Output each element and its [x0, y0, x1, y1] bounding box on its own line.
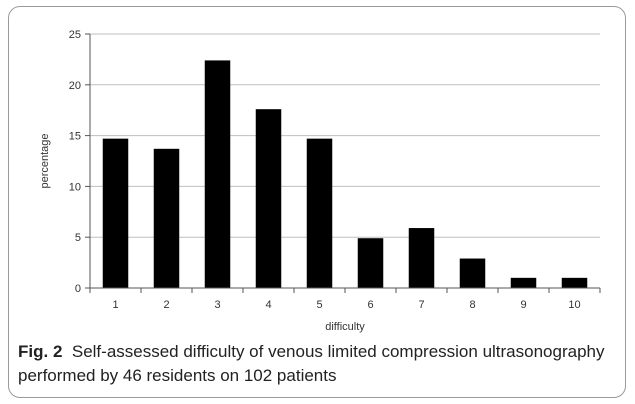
- x-tick-label: 9: [520, 299, 526, 311]
- y-tick-label: 0: [75, 283, 81, 295]
- x-tick-label: 10: [568, 299, 580, 311]
- y-tick-label: 5: [75, 232, 81, 244]
- x-tick-labels: 1 2 3 4 5 6 7 8 9 10: [89, 288, 601, 311]
- x-tick-label: 3: [214, 299, 220, 311]
- figure-caption: Fig. 2 Self-assessed difficulty of venou…: [18, 340, 618, 388]
- y-tick-label: 25: [69, 29, 81, 41]
- bar-5: [306, 138, 333, 288]
- bar-4: [255, 109, 282, 289]
- bars: [102, 60, 588, 289]
- y-axis-title: percentage: [39, 133, 51, 188]
- y-tick-label: 15: [69, 131, 81, 143]
- caption-text: Self-assessed difficulty of venous limit…: [18, 342, 605, 385]
- x-tick-label: 6: [367, 299, 373, 311]
- bar-10: [561, 277, 588, 288]
- bar-6: [357, 238, 384, 288]
- y-tick-labels: 0 5 10 15 20 25: [69, 29, 90, 295]
- x-tick-label: 7: [418, 299, 424, 311]
- bar-3: [204, 60, 231, 288]
- bar-1: [102, 138, 129, 288]
- bar-2: [153, 148, 180, 288]
- x-tick-label: 5: [316, 299, 322, 311]
- y-tick-label: 20: [69, 80, 81, 92]
- bar-7: [408, 228, 435, 288]
- y-tick-label: 10: [69, 181, 81, 193]
- x-axis-title: difficulty: [325, 321, 365, 333]
- x-tick-label: 8: [469, 299, 475, 311]
- caption-label: Fig. 2: [18, 342, 63, 361]
- bar-9: [510, 277, 537, 288]
- x-tick-label: 1: [112, 299, 118, 311]
- x-tick-label: 4: [265, 299, 271, 311]
- x-tick-label: 2: [163, 299, 169, 311]
- bar-chart: 0 5 10 15 20 25 1 2 3 4 5 6 7 8 9 10 difficulty percen…: [39, 29, 601, 333]
- bar-8: [459, 258, 486, 288]
